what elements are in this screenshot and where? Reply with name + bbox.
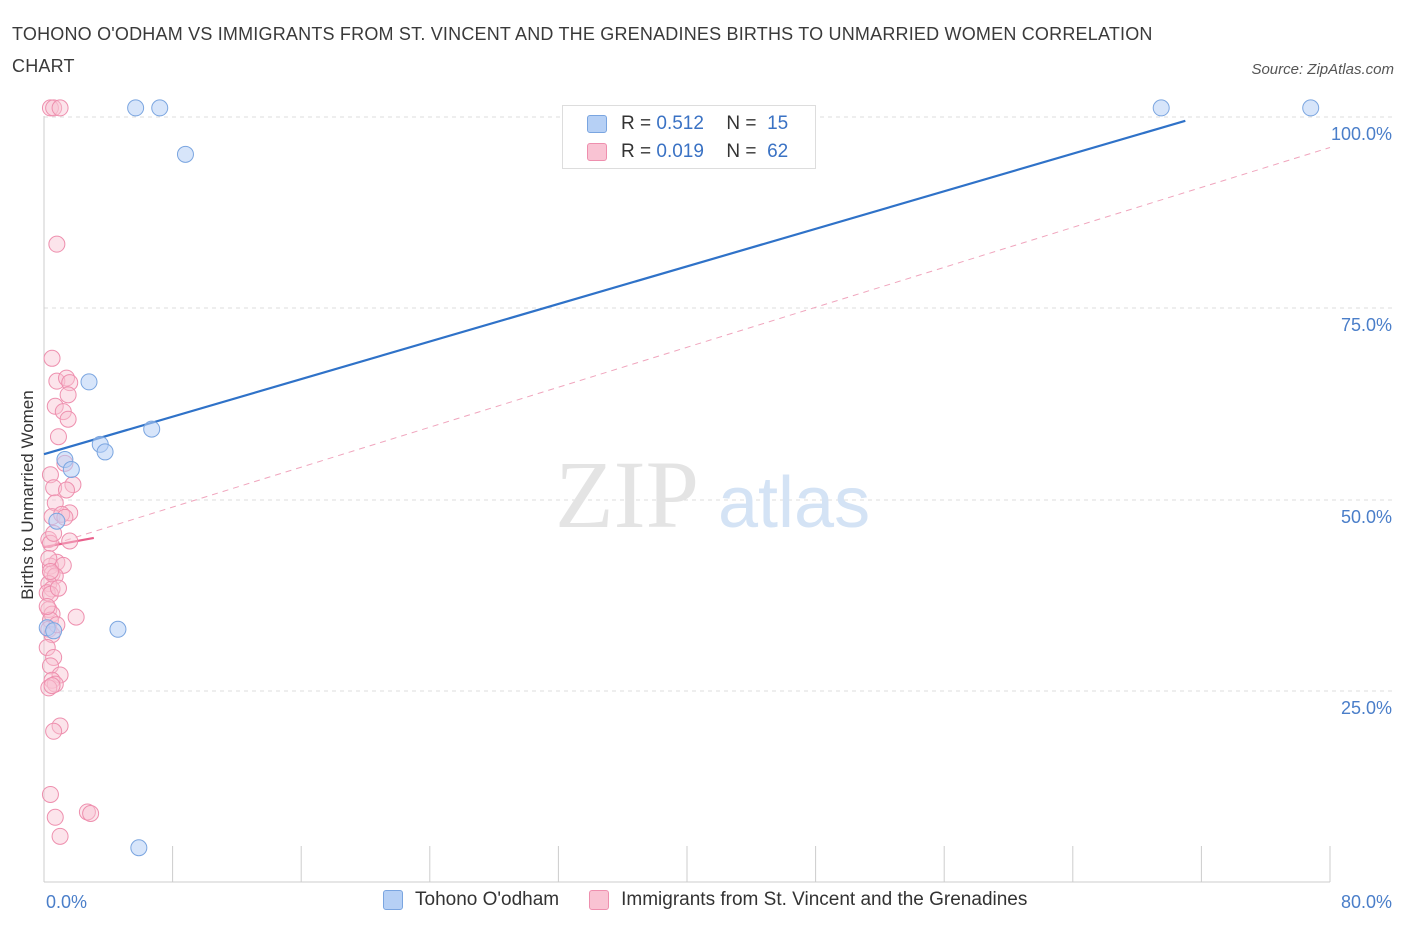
- y-tick-label: 50.0%: [1341, 507, 1392, 527]
- series-legend: Tohono O'odham Immigrants from St. Vince…: [383, 889, 1057, 911]
- point-immigrants: [48, 372, 66, 390]
- point-tohono: [96, 443, 114, 461]
- legend-n-value: 62: [767, 141, 789, 162]
- point-immigrants: [51, 99, 69, 117]
- point-tohono: [130, 839, 148, 857]
- legend-r-value: 0.019: [656, 141, 704, 162]
- legend-r-label: R =: [621, 113, 652, 134]
- legend-swatch-blue: [587, 115, 607, 133]
- watermark-atlas: atlas: [718, 463, 870, 543]
- point-immigrants: [59, 410, 77, 428]
- point-immigrants: [67, 608, 85, 626]
- point-immigrants: [82, 804, 100, 822]
- point-immigrants: [41, 562, 59, 580]
- point-immigrants: [46, 808, 64, 826]
- series-label: Tohono O'odham: [415, 889, 560, 910]
- legend-r-label: R =: [621, 141, 652, 162]
- legend-n-label: N =: [726, 113, 757, 134]
- x-tick-label: 80.0%: [1341, 892, 1392, 912]
- point-tohono: [127, 99, 145, 117]
- point-immigrants: [40, 550, 58, 568]
- legend-swatch-pink: [587, 143, 607, 161]
- point-immigrants: [40, 600, 58, 618]
- point-tohono: [80, 373, 98, 391]
- point-immigrants: [38, 597, 56, 615]
- point-immigrants: [40, 679, 58, 697]
- point-immigrants: [49, 579, 67, 597]
- legend-row-blue: R = 0.512 N = 15: [587, 111, 788, 137]
- series-legend-item-immigrants: Immigrants from St. Vincent and the Gren…: [589, 889, 1027, 911]
- trend-lines: [43, 119, 1331, 549]
- point-immigrants: [43, 677, 61, 695]
- point-immigrants: [61, 374, 79, 392]
- point-immigrants: [58, 481, 76, 499]
- point-immigrants: [61, 532, 79, 550]
- point-immigrants: [45, 722, 63, 740]
- point-tohono: [1152, 99, 1170, 117]
- y-axis-label: Births to Unmarried Women: [18, 390, 37, 599]
- legend-r-value: 0.512: [656, 113, 704, 134]
- point-immigrants: [49, 428, 67, 446]
- point-immigrants: [45, 99, 63, 117]
- watermark: ZIP atlas: [555, 441, 870, 548]
- stats-legend: R = 0.512 N = 15 R = 0.019 N = 62: [562, 105, 816, 169]
- trend-line-blue: [43, 119, 1186, 456]
- point-tohono: [109, 620, 127, 638]
- point-tohono: [1302, 99, 1320, 117]
- point-immigrants: [58, 369, 76, 387]
- point-immigrants: [45, 479, 63, 497]
- point-tohono: [143, 420, 161, 438]
- tick-labels: 25.0% 50.0% 75.0% 100.0% 0.0% 80.0%: [46, 124, 1392, 912]
- trend-line-pink: [43, 536, 95, 549]
- watermark-zip: ZIP: [555, 441, 699, 548]
- point-immigrants: [59, 386, 77, 404]
- series-swatch-pink: [589, 890, 610, 910]
- y-tick-label: 75.0%: [1341, 315, 1392, 335]
- grid-lines: [44, 116, 1392, 692]
- source-label: Source: ZipAtlas.com: [1251, 61, 1394, 78]
- point-immigrants: [51, 827, 69, 845]
- x-tick-label: 0.0%: [46, 892, 87, 912]
- axes: [43, 116, 1331, 883]
- series-label: Immigrants from St. Vincent and the Gren…: [621, 889, 1028, 910]
- point-tohono: [62, 460, 80, 478]
- point-immigrants: [38, 639, 56, 657]
- y-tick-label: 100.0%: [1331, 124, 1392, 144]
- series-swatch-blue: [383, 890, 403, 910]
- point-tohono: [48, 512, 66, 530]
- point-immigrants: [41, 534, 59, 552]
- chart-title: TOHONO O'ODHAM VS IMMIGRANTS FROM ST. VI…: [12, 24, 1153, 76]
- point-tohono: [151, 99, 169, 117]
- data-points: [38, 99, 1320, 857]
- trend-line-pink-extended: [43, 146, 1331, 548]
- legend-n-label: N =: [726, 141, 757, 162]
- point-tohono: [45, 622, 63, 640]
- legend-row-pink: R = 0.019 N = 62: [587, 139, 788, 165]
- point-immigrants: [43, 349, 61, 367]
- point-immigrants: [48, 235, 66, 253]
- legend-n-value: 15: [767, 113, 789, 134]
- point-immigrants: [41, 785, 59, 803]
- y-tick-label: 25.0%: [1341, 698, 1392, 718]
- point-immigrants: [41, 466, 59, 484]
- series-legend-item-tohono: Tohono O'odham: [383, 889, 559, 911]
- point-tohono: [176, 145, 194, 163]
